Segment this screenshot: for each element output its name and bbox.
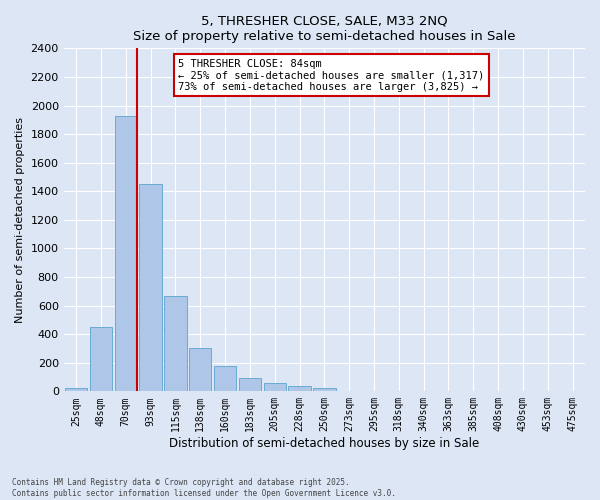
Bar	[189, 348, 211, 392]
Bar	[139, 184, 162, 392]
Text: Contains HM Land Registry data © Crown copyright and database right 2025.
Contai: Contains HM Land Registry data © Crown c…	[12, 478, 396, 498]
X-axis label: Distribution of semi-detached houses by size in Sale: Distribution of semi-detached houses by …	[169, 437, 479, 450]
Bar	[313, 388, 335, 392]
Bar	[239, 378, 261, 392]
Bar	[164, 296, 187, 392]
Bar	[115, 116, 137, 392]
Title: 5, THRESHER CLOSE, SALE, M33 2NQ
Size of property relative to semi-detached hous: 5, THRESHER CLOSE, SALE, M33 2NQ Size of…	[133, 15, 515, 43]
Y-axis label: Number of semi-detached properties: Number of semi-detached properties	[15, 117, 25, 323]
Bar	[214, 366, 236, 392]
Bar	[289, 386, 311, 392]
Bar	[263, 383, 286, 392]
Bar	[90, 327, 112, 392]
Text: 5 THRESHER CLOSE: 84sqm
← 25% of semi-detached houses are smaller (1,317)
73% of: 5 THRESHER CLOSE: 84sqm ← 25% of semi-de…	[178, 58, 485, 92]
Bar	[65, 388, 87, 392]
